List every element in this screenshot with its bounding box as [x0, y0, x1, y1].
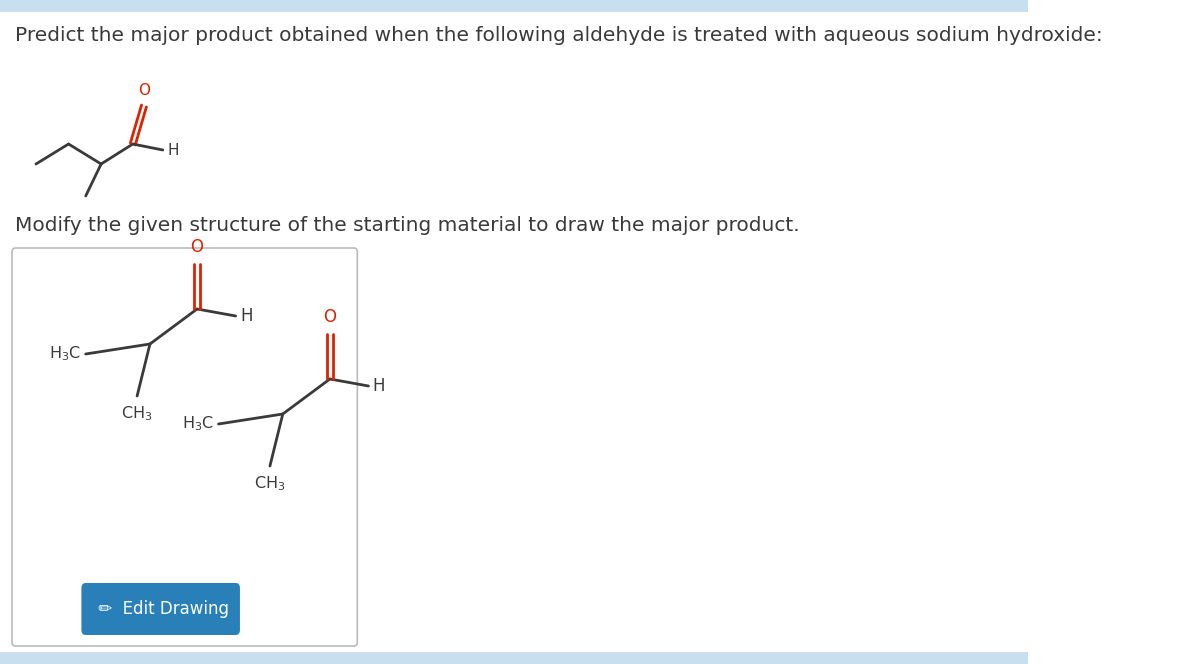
Text: Predict the major product obtained when the following aldehyde is treated with a: Predict the major product obtained when … [16, 26, 1103, 45]
Text: O: O [324, 308, 336, 326]
FancyBboxPatch shape [82, 583, 240, 635]
Bar [0, 0, 1028, 12]
Text: CH$_3$: CH$_3$ [254, 474, 286, 493]
Text: CH$_3$: CH$_3$ [121, 404, 152, 423]
Text: O: O [138, 83, 150, 98]
Text: ✏  Edit Drawing: ✏ Edit Drawing [92, 600, 229, 618]
Text: H$_3$C: H$_3$C [182, 414, 215, 434]
FancyBboxPatch shape [12, 248, 358, 646]
Text: H: H [168, 143, 180, 157]
Text: H: H [373, 377, 385, 395]
Bar [0, 652, 1028, 664]
Text: H: H [240, 307, 252, 325]
Text: H$_3$C: H$_3$C [49, 345, 82, 363]
Text: O: O [191, 238, 204, 256]
Text: Modify the given structure of the starting material to draw the major product.: Modify the given structure of the starti… [16, 216, 800, 235]
